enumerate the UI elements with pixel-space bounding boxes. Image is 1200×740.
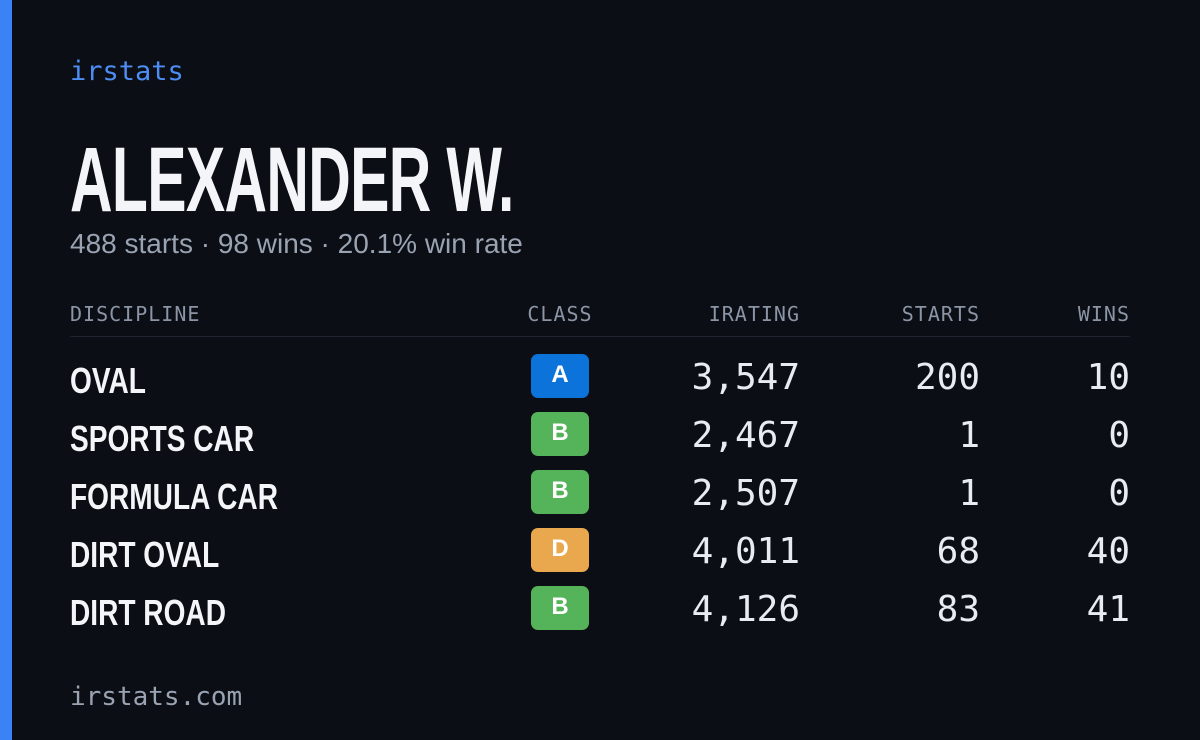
stat-value: 2,507 [691,473,800,514]
stat-value: 1 [958,473,980,514]
stat-value: 0 [1108,415,1130,456]
stat-value: 68 [936,531,980,572]
footer: irstats.com [70,682,243,712]
driver-summary: 488 starts · 98 wins · 20.1% win rate [70,228,523,259]
stat-value: 1 [958,415,980,456]
stat-value: 4,011 [691,531,800,572]
stat-value: 40 [1086,531,1130,572]
column-header: STARTS [901,302,980,326]
class-badge: B [531,412,589,456]
column-header: CLASS [527,302,593,326]
stat-value: 41 [1086,589,1130,630]
stat-value: 4,126 [691,589,800,630]
discipline: SPORTS CAR [70,418,255,459]
discipline: DIRT OVAL [70,534,220,575]
driver-name: ALEXANDER W. [70,129,514,231]
stat-value: 200 [914,357,980,398]
class-badge: D [531,528,589,572]
class-badge: B [531,586,589,630]
discipline: OVAL [70,360,146,401]
stat-value: 10 [1086,357,1130,398]
column-header: IRATING [708,302,800,326]
class-badge: A [531,354,589,398]
stat-value: 3,547 [691,357,800,398]
stat-value: 2,467 [691,415,800,456]
stat-value: 83 [936,589,980,630]
discipline: DIRT ROAD [70,592,226,633]
brand: irstats [70,56,184,87]
discipline: FORMULA CAR [70,476,278,517]
column-header: WINS [1077,302,1130,326]
header-rule [70,336,1130,337]
class-badge: B [531,470,589,514]
stat-value: 0 [1108,473,1130,514]
column-header: DISCIPLINE [70,302,201,326]
accent-stripe [0,0,12,740]
